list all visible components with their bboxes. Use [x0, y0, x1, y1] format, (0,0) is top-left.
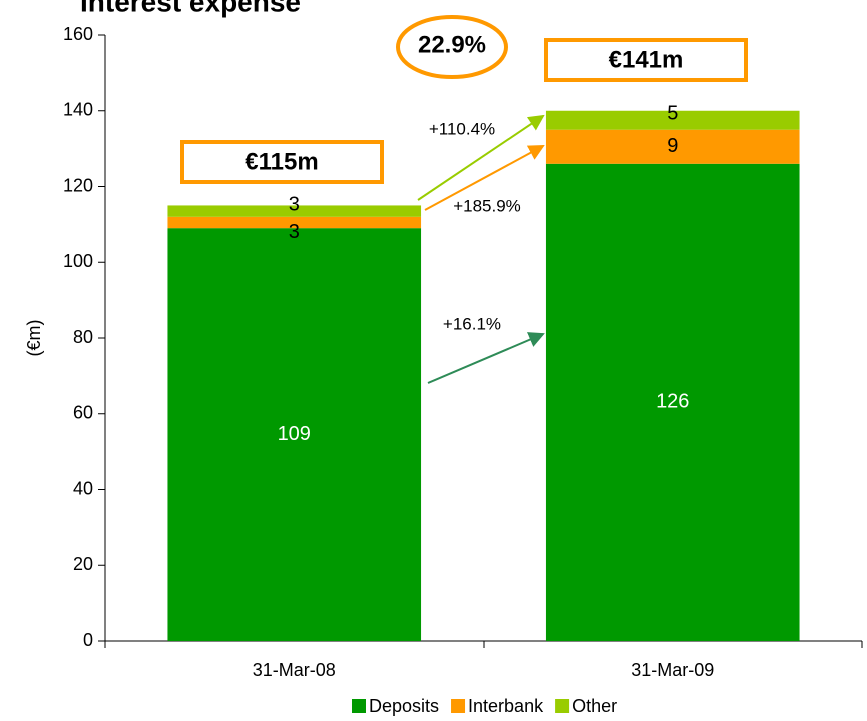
chart-title: Interest expense	[80, 0, 301, 17]
y-tick-label: 100	[63, 251, 93, 271]
data-label: 109	[278, 423, 311, 445]
arrow	[427, 332, 545, 384]
bar-segment	[545, 110, 800, 130]
y-tick-label: 60	[73, 403, 93, 423]
data-label: 9	[667, 135, 678, 157]
y-tick-label: 80	[73, 327, 93, 347]
bar-segment	[167, 216, 422, 229]
growth-oval	[396, 15, 508, 79]
legend-label: Deposits	[369, 696, 439, 716]
x-tick-label: 31-Mar-08	[253, 660, 336, 680]
total-box	[544, 38, 748, 82]
legend-swatch	[555, 699, 570, 713]
bar-segment	[167, 228, 422, 641]
bar-segment	[545, 163, 800, 641]
legend-label: Interbank	[468, 696, 544, 716]
y-tick-label: 140	[63, 100, 93, 120]
total-box	[180, 140, 384, 184]
y-tick-label: 160	[63, 24, 93, 44]
arrow	[417, 114, 545, 201]
y-tick-label: 0	[83, 630, 93, 650]
y-tick-label: 120	[63, 175, 93, 195]
bar-segment	[167, 205, 422, 217]
annotation: +16.1%	[443, 314, 501, 333]
data-label: 3	[289, 221, 300, 243]
annotation: +185.9%	[453, 196, 521, 215]
legend-label: Other	[572, 696, 617, 716]
annotation: €141m	[609, 46, 684, 73]
arrow	[424, 145, 545, 211]
y-axis-label: (€m)	[24, 320, 44, 357]
legend-swatch	[451, 699, 466, 713]
data-label: 3	[289, 193, 300, 215]
annotation: €115m	[245, 148, 318, 175]
legend-swatch	[352, 699, 366, 713]
y-tick-label: 20	[73, 554, 93, 574]
annotation: +110.4%	[429, 119, 495, 138]
data-label: 126	[656, 391, 689, 413]
annotation: 22.9%	[418, 31, 486, 58]
x-tick-label: 31-Mar-09	[631, 660, 714, 680]
data-label: 5	[667, 103, 678, 125]
bar-segment	[545, 129, 800, 164]
y-tick-label: 40	[73, 478, 93, 498]
